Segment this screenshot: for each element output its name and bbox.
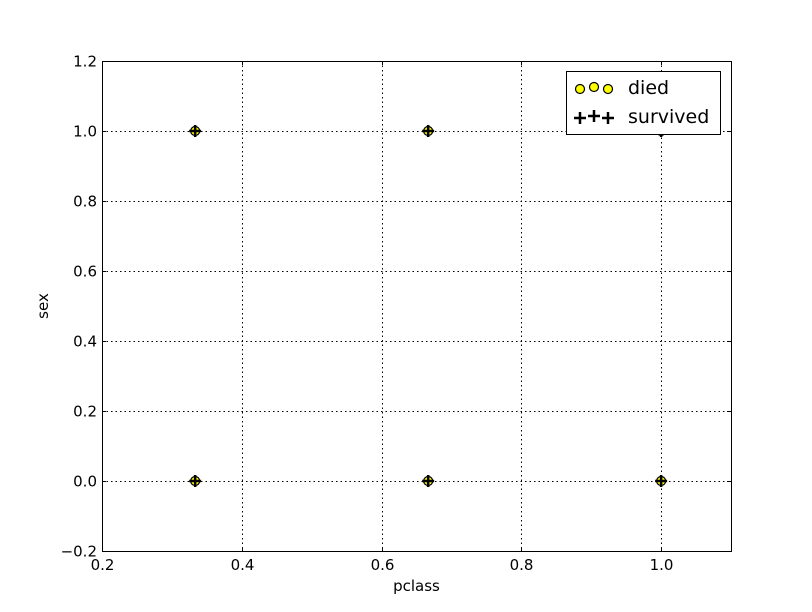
y-tick-label: 0.6	[73, 263, 97, 281]
legend-survived-marker	[574, 112, 586, 124]
plot-area-frame	[102, 61, 732, 552]
legend-died-marker	[588, 81, 600, 93]
x-tick-label: 1.0	[650, 556, 674, 574]
legend-died-marker	[602, 83, 614, 95]
axis-ticks: 0.2 0.4 0.6 0.8 1.0 −0.2 0.0 0.2 0.4 0.6 0.8 1.0 1.2	[61, 53, 731, 574]
y-tick-label: −0.2	[61, 543, 97, 561]
survived-point	[422, 475, 435, 487]
y-tick-label: 0.2	[73, 403, 97, 421]
legend-box	[566, 71, 721, 135]
y-tick-label: 1.0	[73, 123, 97, 141]
legend-died-markers	[574, 81, 614, 95]
y-tick-label: 0.8	[73, 193, 97, 211]
survived-point	[655, 475, 668, 487]
survived-point	[422, 125, 435, 137]
x-tick-label: 0.6	[371, 556, 395, 574]
legend-label-died: died	[628, 77, 669, 99]
legend-survived-markers	[574, 110, 614, 124]
y-axis-label: sex	[34, 293, 52, 319]
survived-point	[189, 125, 202, 137]
y-tick-label: 0.0	[73, 473, 97, 491]
x-tick-label: 0.2	[91, 556, 115, 574]
x-axis-label: pclass	[393, 577, 440, 595]
legend-survived-marker	[602, 112, 614, 124]
x-tick-label: 0.8	[510, 556, 534, 574]
legend-died-marker	[574, 83, 586, 95]
survived-point	[189, 475, 202, 487]
x-tick-label: 0.4	[231, 556, 255, 574]
y-tick-label: 1.2	[73, 53, 97, 71]
y-tick-label: 0.4	[73, 333, 97, 351]
legend-survived-marker	[588, 110, 600, 122]
legend: died survived	[566, 71, 721, 135]
legend-label-survived: survived	[628, 106, 709, 128]
